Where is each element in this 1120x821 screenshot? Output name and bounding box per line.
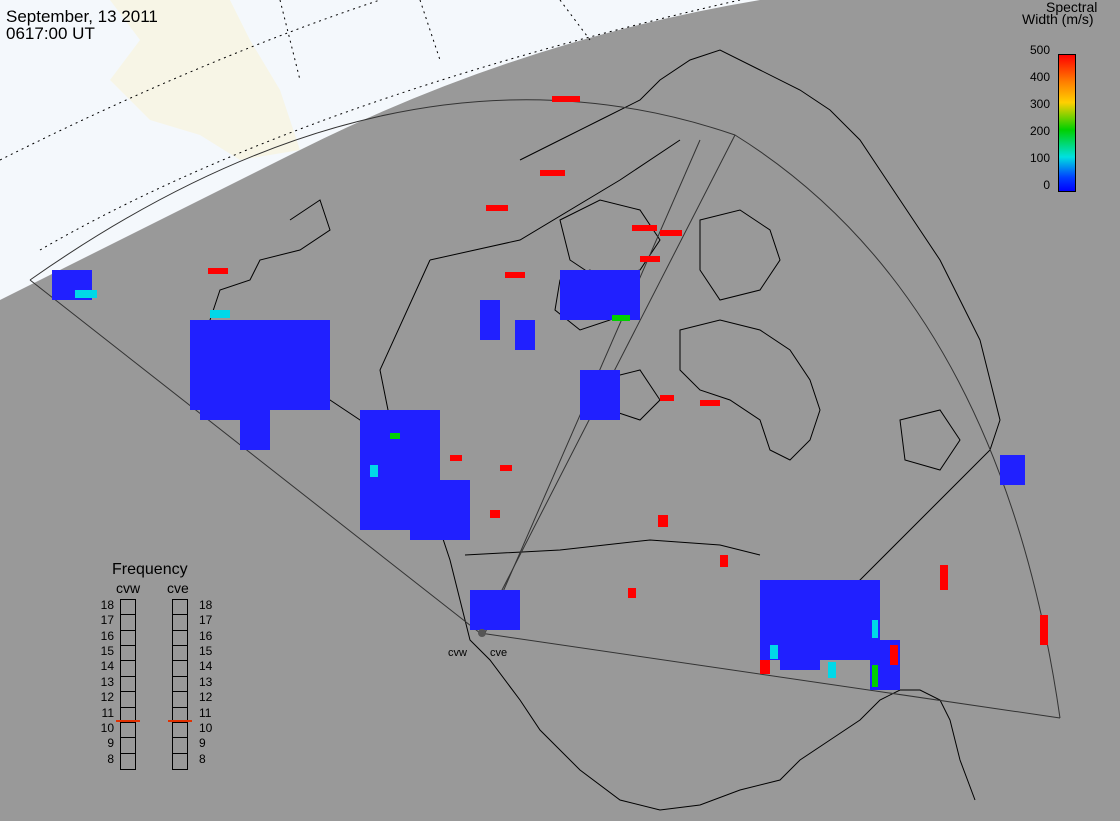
frequency-cell [173, 708, 187, 723]
frequency-cell [121, 600, 135, 616]
map-time: 0617:00 UT [6, 24, 95, 43]
frequency-scale-label: 12 [199, 690, 213, 705]
frequency-scale-label: 13 [100, 674, 114, 689]
colorbar-title-line2: Width (m/s) [1022, 11, 1094, 27]
frequency-cell [121, 738, 135, 754]
frequency-scale-label: 15 [100, 644, 114, 659]
backscatter-mid-width [75, 290, 878, 678]
frequency-cell [121, 677, 135, 693]
frequency-cell [121, 631, 135, 647]
frequency-cell [173, 677, 187, 693]
frequency-scale-label: 10 [100, 720, 114, 735]
frequency-cvw-label: cvw [116, 580, 141, 596]
frequency-cell [173, 692, 187, 708]
frequency-cell [173, 600, 187, 616]
colorbar-tick: 500 [1029, 43, 1050, 57]
borders [379, 139, 761, 556]
frequency-cell [173, 661, 187, 677]
frequency-scale-label: 9 [199, 736, 206, 751]
frequency-scale-label: 16 [100, 628, 114, 643]
frequency-scale-label: 11 [199, 705, 212, 720]
frequency-box-cve [172, 599, 188, 770]
colorbar-tick: 300 [1029, 97, 1050, 111]
radar-site-marker [478, 629, 486, 637]
frequency-scale-label: 17 [100, 613, 114, 628]
frequency-cell [173, 646, 187, 662]
latitude-grid [0, 0, 741, 251]
spectral-width-colorbar [1058, 54, 1076, 192]
backscatter-low-width [52, 270, 1025, 690]
frequency-scale-label: 15 [199, 644, 213, 659]
frequency-scale-label: 18 [199, 598, 213, 612]
backscatter-high-width [208, 96, 1048, 674]
frequency-cell [173, 631, 187, 647]
frequency-scale-label: 12 [100, 690, 114, 705]
frequency-scale-label: 14 [199, 659, 213, 674]
frequency-scale-label: 9 [107, 736, 114, 751]
frequency-cell [121, 615, 135, 631]
frequency-cve-label: cve [167, 580, 189, 596]
frequency-scale-label: 10 [199, 720, 213, 735]
map-date: September, 13 2011 [6, 7, 158, 26]
backscatter-green [390, 315, 878, 687]
frequency-marker-cvw [116, 720, 140, 723]
frequency-scale-label: 11 [101, 705, 114, 720]
alaska-land [110, 0, 300, 160]
frequency-title: Frequency [112, 561, 188, 578]
frequency-scale-label: 13 [199, 674, 213, 689]
frequency-marker-cve [168, 720, 192, 723]
frequency-scale-label: 17 [199, 613, 213, 628]
radar-label-cvw: cvw [448, 647, 467, 659]
frequency-cell [173, 615, 187, 631]
frequency-cell [121, 661, 135, 677]
frequency-scale-label: 16 [199, 628, 213, 643]
frequency-cell [173, 723, 187, 739]
frequency-scale-label: 8 [107, 751, 114, 766]
colorbar-tick: 100 [1029, 151, 1050, 165]
frequency-box-cvw [120, 599, 136, 770]
frequency-cell [121, 692, 135, 708]
colorbar-tick: 0 [1043, 178, 1050, 192]
colorbar-tick: 200 [1029, 124, 1050, 138]
frequency-cell [121, 646, 135, 662]
colorbar-title-line1: Spectral [1046, 0, 1098, 15]
frequency-scale-label: 14 [100, 659, 114, 674]
frequency-cell [121, 708, 135, 723]
frequency-cell [173, 738, 187, 754]
frequency-scale-label: 8 [199, 751, 206, 766]
frequency-scale-label: 18 [100, 598, 114, 612]
frequency-cell [121, 723, 135, 739]
colorbar-tick: 400 [1029, 70, 1050, 84]
radar-label-cve: cve [490, 647, 508, 659]
